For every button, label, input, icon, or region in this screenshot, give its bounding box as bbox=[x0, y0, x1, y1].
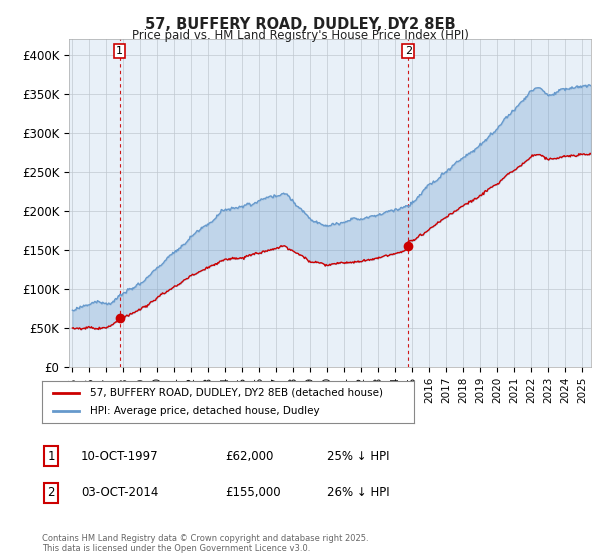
Text: 03-OCT-2014: 03-OCT-2014 bbox=[81, 486, 158, 500]
Text: 26% ↓ HPI: 26% ↓ HPI bbox=[327, 486, 389, 500]
Text: £155,000: £155,000 bbox=[225, 486, 281, 500]
Text: 25% ↓ HPI: 25% ↓ HPI bbox=[327, 450, 389, 463]
Text: Price paid vs. HM Land Registry's House Price Index (HPI): Price paid vs. HM Land Registry's House … bbox=[131, 29, 469, 42]
Text: £62,000: £62,000 bbox=[225, 450, 274, 463]
Text: 1: 1 bbox=[116, 46, 123, 56]
Text: 57, BUFFERY ROAD, DUDLEY, DY2 8EB: 57, BUFFERY ROAD, DUDLEY, DY2 8EB bbox=[145, 17, 455, 32]
Text: 10-OCT-1997: 10-OCT-1997 bbox=[81, 450, 158, 463]
Text: Contains HM Land Registry data © Crown copyright and database right 2025.
This d: Contains HM Land Registry data © Crown c… bbox=[42, 534, 368, 553]
Text: 1: 1 bbox=[47, 450, 55, 463]
Text: 2: 2 bbox=[404, 46, 412, 56]
Text: 2: 2 bbox=[47, 486, 55, 500]
Text: 57, BUFFERY ROAD, DUDLEY, DY2 8EB (detached house): 57, BUFFERY ROAD, DUDLEY, DY2 8EB (detac… bbox=[91, 388, 383, 398]
Text: HPI: Average price, detached house, Dudley: HPI: Average price, detached house, Dudl… bbox=[91, 407, 320, 417]
